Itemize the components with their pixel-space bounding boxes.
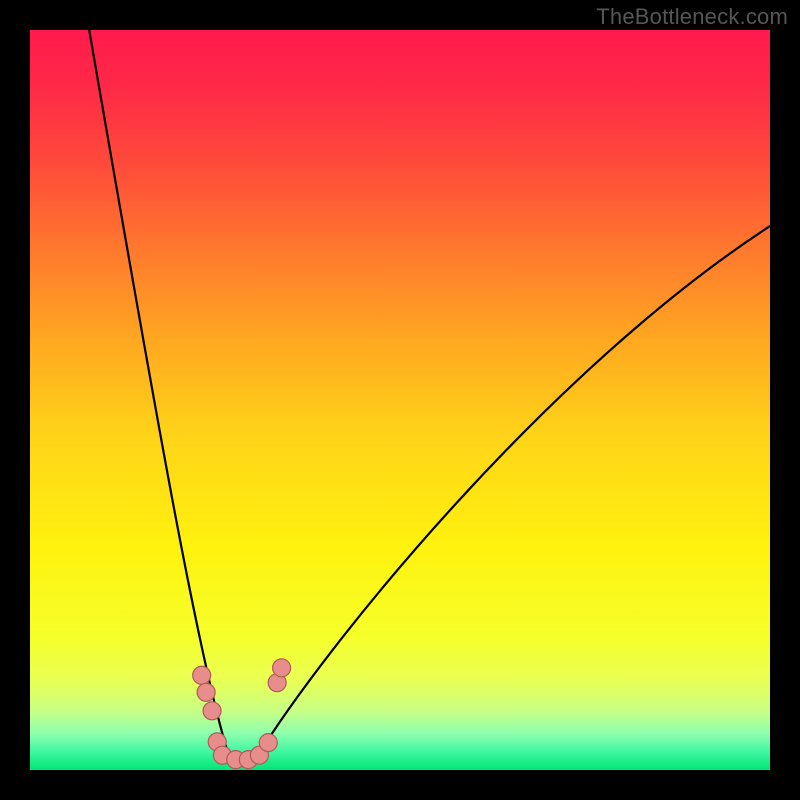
data-point — [193, 666, 211, 684]
watermark-text: TheBottleneck.com — [596, 4, 788, 30]
data-point — [259, 734, 277, 752]
data-point — [197, 683, 215, 701]
gradient-background — [30, 30, 770, 770]
bottleneck-chart — [0, 0, 800, 800]
data-point — [273, 659, 291, 677]
data-point — [203, 702, 221, 720]
